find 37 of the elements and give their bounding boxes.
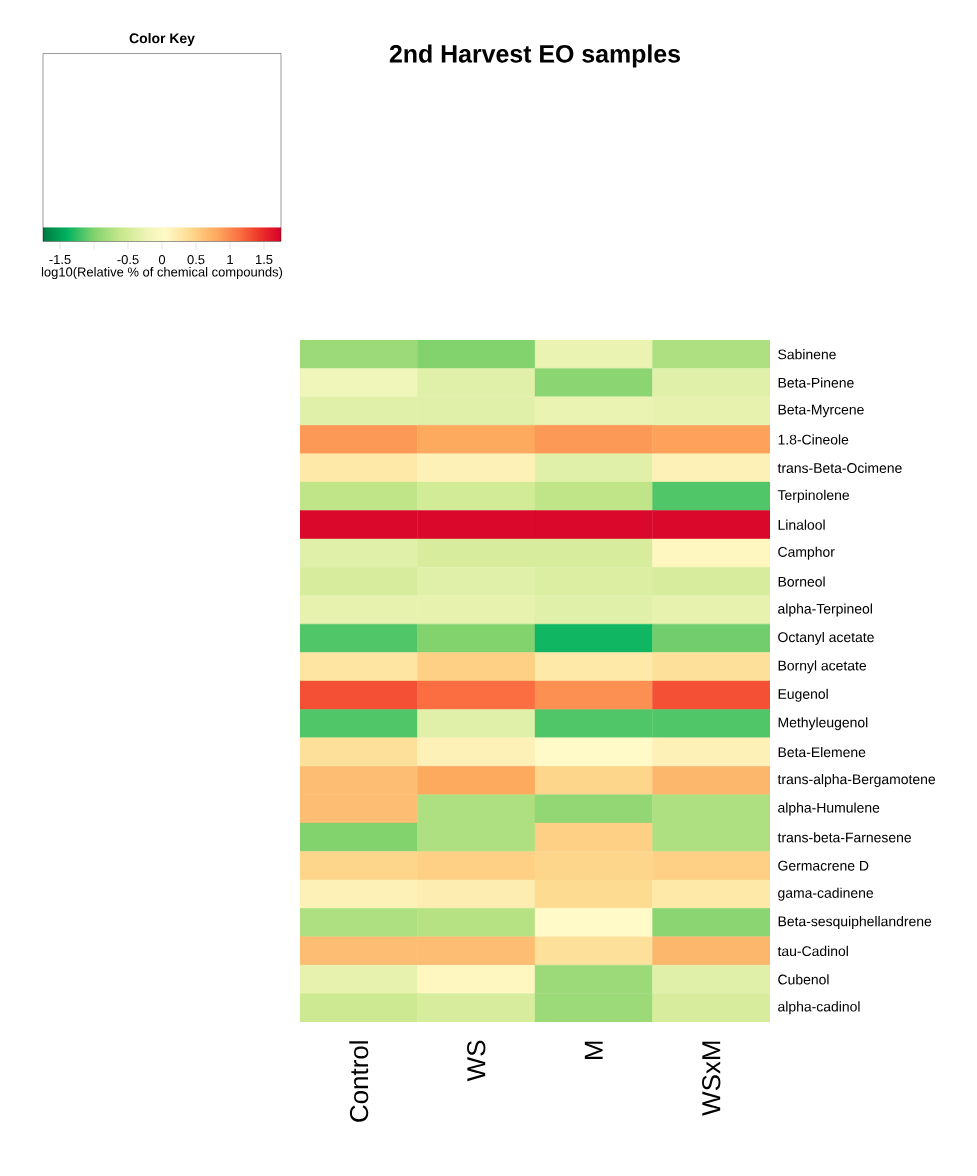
y-tick-label: 1.8-Cineole — [778, 434, 849, 445]
color-bar-label: -0.5 — [117, 255, 139, 265]
x-tick-label: Control — [349, 1041, 369, 1122]
chart-title: 2nd Harvest EO samples — [389, 44, 680, 68]
y-tick-label: trans-alpha-Bergamotene — [777, 773, 936, 787]
y-tick-label: Terpinolene — [777, 489, 850, 503]
y-tick-label: alpha-Terpineol — [778, 603, 872, 617]
color-bar-label: -1.5 — [49, 255, 71, 265]
y-tick-label: trans-Beta-Ocimene — [777, 462, 902, 473]
color-bar-label: 1.5 — [255, 255, 273, 265]
y-tick-label: Beta-sesquiphellandrene — [778, 916, 932, 930]
y-tick-label: alpha-cadinol — [778, 1001, 860, 1015]
y-tick-label: Germacrene D — [778, 860, 869, 871]
y-tick-label: Sabinene — [778, 349, 836, 360]
y-tick-label: Cubenol — [778, 974, 829, 985]
y-tick-label: Bornyl acetate — [778, 660, 867, 674]
y-tick-label: tau-Cadinol — [777, 945, 848, 957]
y-tick-label: Beta-Myrcene — [778, 404, 864, 418]
legend-title: Color Key — [129, 32, 195, 46]
y-tick-label: Beta-Pinene — [778, 377, 854, 388]
color-bar-label: 0.5 — [187, 255, 205, 265]
y-tick-label: Borneol — [778, 576, 825, 587]
y-tick-label: gama-cadinene — [778, 887, 874, 901]
y-tick-label: trans-beta-Farnesene — [777, 832, 912, 843]
y-tick-label: Eugenol — [778, 688, 828, 702]
y-tick-label: Methyleugenol — [778, 717, 868, 731]
color-bar-label: 0 — [158, 255, 166, 265]
y-tick-label: alpha-Humulene — [778, 802, 880, 816]
color-bar-label: 1 — [227, 255, 233, 264]
y-tick-label: Beta-Elemene — [778, 746, 866, 758]
x-tick-label: M — [584, 1041, 603, 1059]
y-tick-label: Linalool — [778, 519, 825, 530]
color-bar-title: log10(Relative % of chemical compounds) — [41, 267, 283, 280]
x-tick-label: WSxM — [702, 1041, 721, 1116]
y-tick-label: Camphor — [778, 546, 835, 560]
x-tick-label: WS — [467, 1040, 486, 1082]
y-tick-label: Octanyl acetate — [778, 631, 874, 645]
